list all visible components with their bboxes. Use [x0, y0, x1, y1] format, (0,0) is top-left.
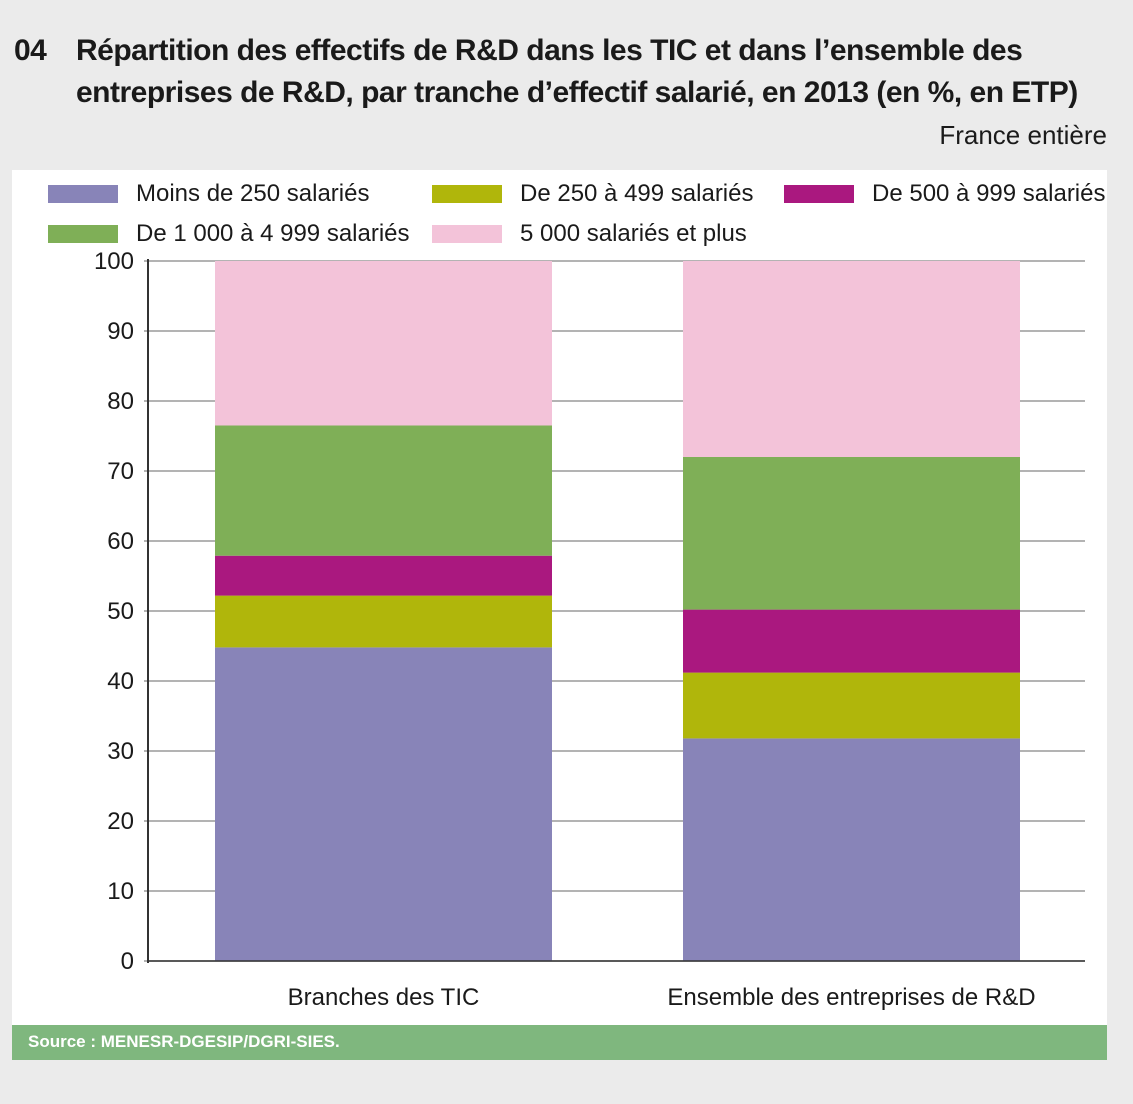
chart-subtitle: France entière [939, 120, 1107, 150]
y-tick-label: 30 [107, 738, 134, 765]
bar-segment [215, 595, 552, 648]
bar-segment [215, 261, 552, 426]
legend-swatch [432, 185, 502, 203]
bar-segment [215, 425, 552, 556]
legend-swatch [48, 185, 118, 203]
legend-label: De 1 000 à 4 999 salariés [136, 220, 410, 247]
y-tick-label: 80 [107, 388, 134, 415]
y-tick-label: 40 [107, 668, 134, 695]
figure-number: 04 [14, 34, 47, 67]
legend-label: Moins de 250 salariés [136, 180, 370, 207]
y-tick-label: 50 [107, 598, 134, 625]
y-tick-label: 20 [107, 808, 134, 835]
y-tick-label: 70 [107, 458, 134, 485]
bar-segment [683, 738, 1020, 961]
bar-segment [683, 609, 1020, 673]
y-tick-label: 100 [94, 248, 134, 275]
x-category-label: Ensemble des entreprises de R&D [667, 984, 1035, 1011]
legend-label: De 250 à 499 salariés [520, 180, 754, 207]
y-tick-label: 90 [107, 318, 134, 345]
title-line-1: Répartition des effectifs de R&D dans le… [76, 34, 1023, 67]
legend-item: 5 000 salariés et plus [432, 220, 747, 248]
source-note: Source : MENESR-DGESIP/DGRI-SIES. [12, 1025, 1107, 1060]
y-tick-label: 60 [107, 528, 134, 555]
legend-swatch [432, 225, 502, 243]
legend-item: De 250 à 499 salariés [432, 180, 753, 208]
legend-item: Moins de 250 salariés [48, 180, 369, 208]
legend-swatch [784, 185, 854, 203]
y-tick-label: 10 [107, 878, 134, 905]
bar-segment [683, 457, 1020, 610]
legend-swatch [48, 225, 118, 243]
bar-segment [215, 555, 552, 596]
legend-label: 5 000 salariés et plus [520, 220, 747, 247]
legend-item: De 1 000 à 4 999 salariés [48, 220, 410, 248]
y-tick-label: 0 [121, 948, 134, 975]
x-category-label: Branches des TIC [288, 984, 480, 1011]
bar-segment [683, 672, 1020, 739]
title-line-2: entreprises de R&D, par tranche d’effect… [76, 76, 1078, 109]
bar-segment [683, 261, 1020, 457]
legend-item: De 500 à 999 salariés [784, 180, 1105, 208]
legend-label: De 500 à 999 salariés [872, 180, 1106, 207]
bar-segment [215, 647, 552, 961]
